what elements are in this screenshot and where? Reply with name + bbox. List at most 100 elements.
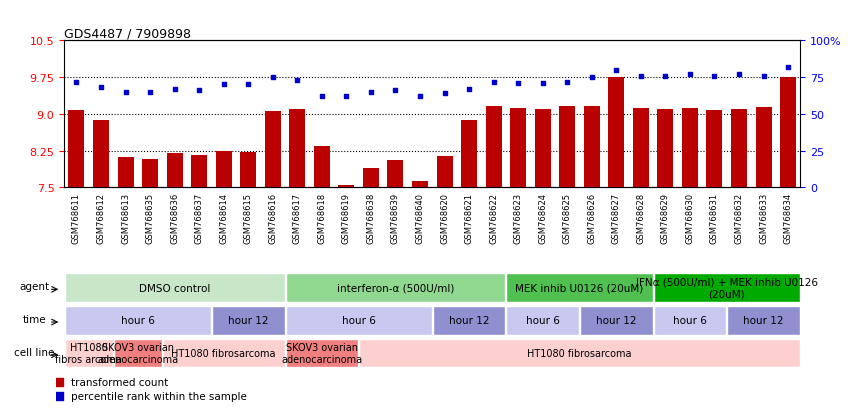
Bar [510, 109, 526, 188]
Bar [286, 339, 358, 368]
Point [634, 73, 648, 80]
Point [69, 79, 83, 85]
Point [511, 81, 525, 87]
Point [241, 82, 255, 89]
Text: hour 12: hour 12 [449, 316, 490, 326]
Text: GDS4487 / 7909898: GDS4487 / 7909898 [64, 27, 191, 40]
Bar [314, 146, 330, 188]
Text: interferon-α (500U/ml): interferon-α (500U/ml) [336, 283, 455, 293]
Text: GSM768627: GSM768627 [612, 192, 621, 243]
Text: GSM768638: GSM768638 [366, 192, 376, 243]
Text: HT1080
fibros arcoma: HT1080 fibros arcoma [56, 342, 122, 364]
Text: GSM768622: GSM768622 [489, 192, 498, 243]
Text: GSM768630: GSM768630 [686, 192, 694, 243]
Point [683, 72, 697, 78]
Text: GSM768628: GSM768628 [636, 192, 645, 243]
Text: SKOV3 ovarian
adenocarcinoma: SKOV3 ovarian adenocarcinoma [282, 342, 362, 364]
Point [708, 73, 722, 80]
Point [340, 94, 354, 100]
Text: GSM768640: GSM768640 [415, 192, 425, 243]
Bar [609, 78, 624, 188]
Point [437, 91, 451, 97]
Bar [114, 339, 162, 368]
Text: time: time [22, 314, 46, 324]
Text: hour 6: hour 6 [121, 316, 155, 326]
Bar [507, 274, 652, 302]
Text: GSM768618: GSM768618 [318, 192, 326, 243]
Point [536, 81, 550, 87]
Bar [65, 274, 284, 302]
Bar [756, 107, 771, 188]
Bar [535, 110, 550, 188]
Bar [289, 110, 306, 188]
Point [413, 94, 427, 100]
Bar [559, 106, 575, 188]
Point [364, 89, 377, 96]
Text: GSM768631: GSM768631 [710, 192, 719, 243]
Bar [265, 112, 281, 188]
Bar [93, 121, 109, 188]
Point [757, 73, 770, 80]
Point [658, 73, 672, 80]
Bar [507, 306, 579, 335]
Text: transformed count: transformed count [71, 377, 169, 387]
Point [290, 78, 304, 84]
Bar [633, 109, 649, 188]
Text: GSM768617: GSM768617 [293, 192, 302, 243]
Bar [286, 274, 505, 302]
Bar [437, 157, 453, 188]
Text: GSM768639: GSM768639 [391, 192, 400, 243]
Bar [654, 274, 800, 302]
Text: GSM768619: GSM768619 [342, 192, 351, 243]
Point [561, 79, 574, 85]
Bar [216, 152, 232, 188]
Bar [286, 306, 431, 335]
Text: hour 6: hour 6 [526, 316, 560, 326]
Point [217, 82, 230, 89]
Point [389, 88, 402, 95]
Text: GSM768613: GSM768613 [121, 192, 130, 243]
Bar [682, 109, 698, 188]
Point [276, 315, 290, 321]
Text: GSM768621: GSM768621 [465, 192, 473, 243]
Text: GSM768629: GSM768629 [661, 192, 670, 243]
Bar [167, 154, 182, 188]
Bar [388, 161, 403, 188]
Text: GSM768624: GSM768624 [538, 192, 547, 243]
Bar [485, 107, 502, 188]
Bar [191, 155, 207, 188]
Text: GSM768637: GSM768637 [194, 192, 204, 243]
Bar [117, 157, 134, 188]
Text: GSM768616: GSM768616 [268, 192, 277, 243]
Text: GSM768633: GSM768633 [759, 192, 768, 243]
Text: GSM768614: GSM768614 [219, 192, 229, 243]
Text: MEK inhib U0126 (20uM): MEK inhib U0126 (20uM) [515, 283, 644, 293]
Bar [580, 306, 652, 335]
Bar [654, 306, 726, 335]
Point [462, 86, 476, 93]
Text: DMSO control: DMSO control [139, 283, 211, 293]
Point [276, 183, 290, 189]
Point [168, 86, 181, 93]
Text: agent: agent [20, 282, 50, 292]
Text: hour 12: hour 12 [228, 316, 269, 326]
Point [94, 85, 108, 92]
Bar [584, 106, 600, 188]
Bar [461, 121, 477, 188]
Text: GSM768635: GSM768635 [146, 192, 155, 243]
Bar [706, 111, 722, 188]
Bar [363, 169, 379, 188]
Bar [212, 306, 284, 335]
Text: hour 12: hour 12 [743, 316, 784, 326]
Bar [142, 159, 158, 188]
Text: GSM768615: GSM768615 [244, 192, 253, 243]
Bar [728, 306, 800, 335]
Text: GSM768625: GSM768625 [562, 192, 572, 243]
Point [609, 67, 623, 74]
Point [732, 72, 746, 78]
Bar [360, 339, 800, 368]
Point [119, 89, 133, 96]
Bar [433, 306, 505, 335]
Bar [657, 110, 674, 188]
Point [143, 89, 157, 96]
